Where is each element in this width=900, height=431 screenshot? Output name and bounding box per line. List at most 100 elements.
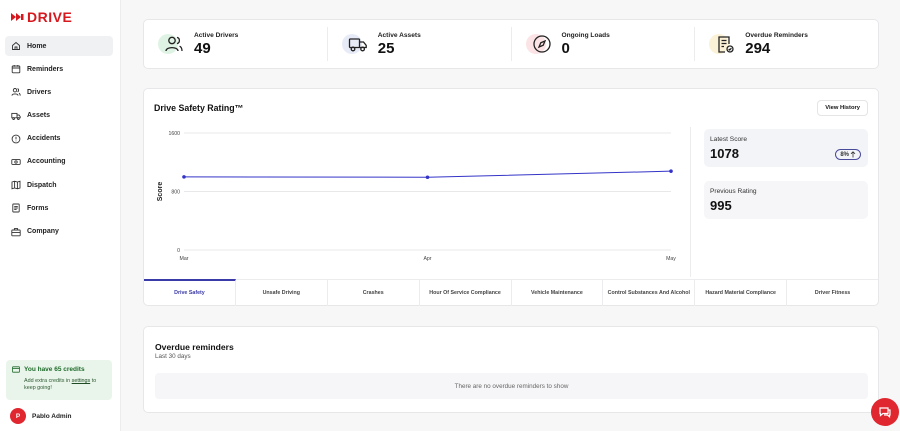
- previous-rating-label: Previous Rating: [710, 188, 757, 195]
- chart-divider: [690, 127, 691, 277]
- rating-tabs: Drive Safety Unsafe Driving Crashes Hour…: [144, 279, 878, 306]
- users-icon: [11, 87, 21, 97]
- view-history-button[interactable]: View History: [817, 100, 868, 116]
- sidebar-item-label: Assets: [27, 112, 50, 120]
- overdue-empty-state: There are no overdue reminders to show: [155, 373, 868, 399]
- previous-rating-value: 995: [710, 198, 732, 213]
- stat-value: 49: [194, 39, 211, 57]
- stats-card: Active Drivers 49 Active Assets 25 Ongoi…: [143, 19, 879, 69]
- overdue-reminders-subtitle: Last 30 days: [155, 353, 191, 360]
- stat-label: Overdue Reminders: [745, 31, 808, 39]
- arrow-up-icon: [850, 151, 856, 158]
- sidebar-item-home[interactable]: Home: [5, 36, 113, 56]
- drive-logo-icon: [11, 13, 24, 21]
- overdue-reminders-card: Overdue reminders Last 30 days There are…: [143, 326, 879, 413]
- sidebar-item-accidents[interactable]: Accidents: [5, 129, 113, 149]
- stat-icon-bg: [525, 34, 546, 54]
- tab-driver-fitness[interactable]: Driver Fitness: [814, 289, 851, 296]
- compass-icon: [532, 35, 551, 53]
- previous-rating-box: Previous Rating 995: [704, 181, 868, 219]
- overdue-reminders-title: Overdue reminders: [155, 342, 234, 352]
- tab-drive-safety[interactable]: Drive Safety: [144, 279, 236, 306]
- credits-text-before: Add extra credits in: [24, 378, 72, 384]
- credits-banner: You have 65 credits Add extra credits in…: [6, 360, 112, 400]
- stat-ongoing-loads[interactable]: Ongoing Loads 0: [512, 27, 696, 61]
- x-tick-label: Mar: [180, 256, 189, 262]
- y-tick-label: 800: [171, 190, 180, 196]
- settings-link[interactable]: settings: [71, 378, 91, 384]
- tab-hour-of-service-compliance[interactable]: Hour Of Service Compliance: [420, 280, 512, 306]
- stat-active-assets[interactable]: Active Assets 25: [328, 27, 512, 61]
- sidebar-item-label: Drivers: [27, 88, 52, 96]
- latest-score-label: Latest Score: [710, 136, 748, 143]
- calendar-icon: [11, 64, 21, 74]
- stat-value: 294: [745, 39, 771, 57]
- data-point: [182, 175, 186, 179]
- document-icon: [11, 203, 21, 213]
- sidebar-item-label: Accounting: [27, 158, 66, 166]
- credits-text: Add extra credits in settings to keep go…: [24, 378, 106, 393]
- truck-icon: [348, 38, 367, 52]
- truck-icon: [11, 111, 21, 121]
- sidebar-item-drivers[interactable]: Drivers: [5, 82, 113, 102]
- data-point: [669, 169, 673, 173]
- latest-score-value: 1078: [710, 146, 739, 161]
- sidebar-item-assets[interactable]: Assets: [5, 106, 113, 126]
- stat-overdue-reminders[interactable]: Overdue Reminders 294: [695, 27, 878, 61]
- user-name: Pablo Admin: [32, 412, 72, 420]
- stat-active-drivers[interactable]: Active Drivers 49: [144, 27, 328, 61]
- chat-button[interactable]: [871, 398, 899, 426]
- tab-unsafe-driving[interactable]: Unsafe Driving: [236, 280, 328, 306]
- y-axis-label: Score: [157, 182, 164, 202]
- score-change-value: 8%: [840, 151, 849, 158]
- credits-title: You have 65 credits: [12, 366, 106, 373]
- tab-crashes[interactable]: Crashes: [328, 280, 420, 306]
- credits-title-text: You have 65 credits: [24, 366, 85, 373]
- sidebar-item-label: Dispatch: [27, 181, 57, 189]
- sidebar-nav: Home Reminders Drivers Assets Accidents …: [5, 36, 113, 245]
- sidebar-item-forms[interactable]: Forms: [5, 198, 113, 218]
- x-tick-label: Apr: [423, 256, 431, 262]
- sidebar-item-company[interactable]: Company: [5, 222, 113, 242]
- cash-icon: [11, 157, 21, 167]
- building-icon: [11, 227, 21, 237]
- sidebar-item-label: Accidents: [27, 135, 61, 143]
- y-tick-label: 0: [177, 248, 180, 254]
- sidebar-item-accounting[interactable]: Accounting: [5, 152, 113, 172]
- sidebar-item-label: Home: [27, 42, 47, 50]
- safety-rating-card: Drive Safety Rating™ View History 1600 80…: [143, 88, 879, 306]
- sidebar-item-dispatch[interactable]: Dispatch: [5, 175, 113, 195]
- y-tick-label: 1600: [168, 131, 180, 137]
- avatar: P: [10, 408, 26, 424]
- document-check-icon: [718, 36, 734, 53]
- data-point: [425, 175, 430, 180]
- latest-score-box: Latest Score 1078 8%: [704, 129, 868, 167]
- stat-label: Ongoing Loads: [561, 31, 610, 39]
- home-icon: [11, 41, 21, 51]
- stat-icon-bg: [158, 34, 178, 54]
- x-tick-label: May: [666, 256, 676, 262]
- brand-logo[interactable]: DRIVE: [10, 9, 72, 25]
- users-icon: [165, 36, 183, 52]
- credit-card-icon: [12, 366, 20, 373]
- user-profile[interactable]: P Pablo Admin: [10, 408, 71, 424]
- stat-label: Active Drivers: [194, 31, 239, 39]
- sidebar: DRIVE Home Reminders Drivers Assets Acci…: [0, 0, 121, 431]
- safety-rating-title: Drive Safety Rating™: [154, 103, 244, 113]
- credits-text-after: to keep going!: [24, 378, 97, 392]
- sidebar-item-label: Company: [27, 228, 59, 235]
- chat-icon: [879, 407, 891, 419]
- tab-hazard-material-compliance[interactable]: Hazard Material Compliance: [695, 280, 788, 306]
- score-change-badge: 8%: [835, 149, 861, 160]
- stat-value: 25: [377, 39, 395, 57]
- sidebar-item-label: Reminders: [27, 65, 64, 73]
- map-icon: [11, 180, 21, 190]
- sidebar-item-reminders[interactable]: Reminders: [5, 59, 113, 79]
- tab-vehicle-maintenance[interactable]: Vehicle Maintenance: [512, 280, 604, 306]
- tab-control-substances-and-alcohol[interactable]: Control Substances And Alcohol: [603, 280, 696, 306]
- alert-circle-icon: [11, 134, 21, 144]
- brand-name: DRIVE: [27, 9, 73, 25]
- sidebar-item-label: Forms: [27, 204, 49, 212]
- stat-value: 0: [561, 39, 570, 57]
